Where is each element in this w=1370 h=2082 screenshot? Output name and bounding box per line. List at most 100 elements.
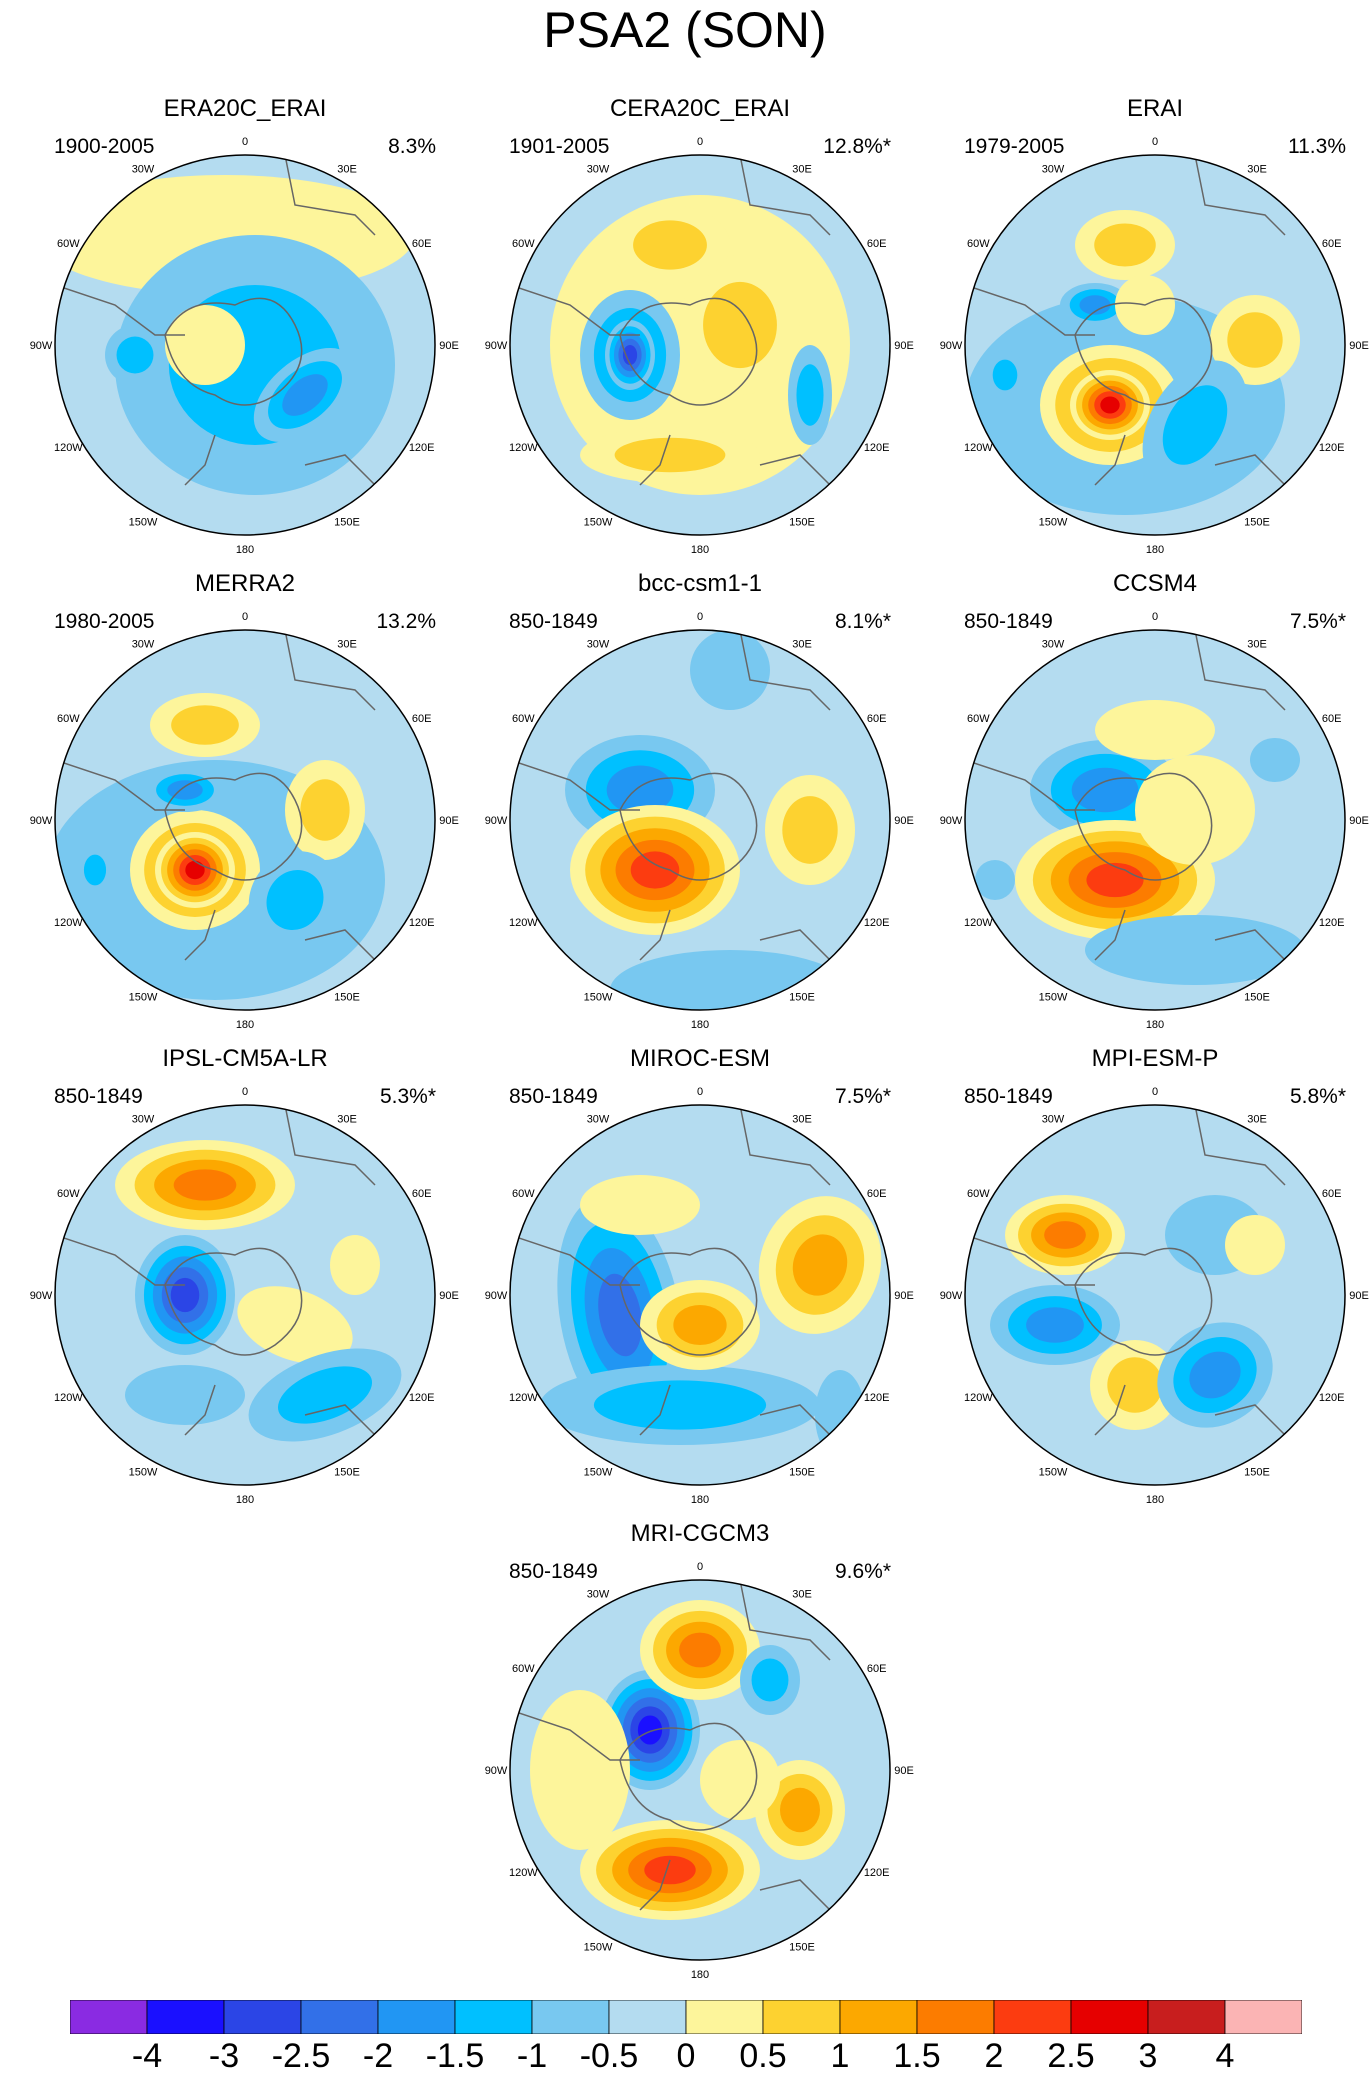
longitude-label: 30W	[132, 1113, 155, 1125]
longitude-label: 150W	[1039, 517, 1068, 529]
longitude-label: 120E	[1319, 917, 1345, 929]
longitude-label: 30W	[1042, 638, 1065, 650]
negative-contour	[610, 950, 850, 1010]
colorbar-tick-label: 3	[1138, 2037, 1158, 2075]
negative-contour	[1250, 738, 1300, 782]
longitude-label: 60W	[57, 1188, 80, 1200]
longitude-label: 60E	[867, 1188, 887, 1200]
longitude-label: 150E	[789, 1467, 815, 1479]
contour-field	[965, 1105, 1345, 1485]
longitude-label: 0	[242, 1086, 248, 1098]
coastline	[164, 772, 303, 881]
colorbar-swatch	[377, 2000, 456, 2034]
longitude-label: 60E	[1322, 238, 1342, 250]
longitude-label: 150W	[584, 1942, 613, 1954]
longitude-label: 30W	[1042, 163, 1065, 175]
longitude-label: 150E	[334, 992, 360, 1004]
longitude-label: 60E	[867, 238, 887, 250]
panel-period: 850-1849	[964, 610, 1053, 633]
longitude-label: 150E	[789, 517, 815, 529]
longitude-label: 90E	[894, 815, 914, 827]
coastline	[1094, 1384, 1126, 1436]
polar-map: 0 30E 60E 90E 120E 150E 180 150W 120W 90W 60W 30W	[485, 611, 914, 1031]
positive-contour	[780, 1787, 820, 1833]
colorbar-tick-label: 2.5	[1047, 2037, 1095, 2075]
panel-period: 1980-2005	[54, 610, 155, 633]
positive-contour	[700, 1740, 780, 1820]
panel-title: CERA20C_ERAI	[609, 95, 791, 122]
longitude-label: 150W	[129, 992, 158, 1004]
coastline	[164, 297, 303, 406]
positive-contour	[173, 1169, 237, 1201]
negative-contour	[1085, 915, 1305, 985]
polar-map: 0 30E 60E 90E 120E 150E 180 150W 120W 90W 60W 30W	[940, 611, 1369, 1031]
negative-contour	[598, 1273, 642, 1357]
positive-contour	[792, 1234, 848, 1296]
negative-contour	[1026, 1307, 1084, 1343]
longitude-label: 60W	[512, 1663, 535, 1675]
longitude-label: 90E	[1349, 340, 1369, 352]
contour-field	[55, 155, 435, 535]
longitude-label: 180	[691, 1019, 709, 1031]
negative-contour	[1189, 1351, 1241, 1399]
positive-contour	[1225, 1215, 1285, 1275]
panel-variance: 9.6%*	[834, 1560, 891, 1583]
panel-variance: 8.1%*	[834, 610, 891, 633]
longitude-label: 60W	[512, 1188, 535, 1200]
longitude-label: 150W	[129, 1467, 158, 1479]
positive-contour	[1094, 223, 1156, 267]
map-frame	[54, 1104, 436, 1486]
longitude-label: 90E	[1349, 1290, 1369, 1302]
negative-contour	[282, 374, 328, 416]
longitude-label: 60E	[867, 1663, 887, 1675]
positive-contour	[580, 1175, 700, 1235]
coastline	[284, 155, 376, 236]
polar-map: 0 30E 60E 90E 120E 150E 180 150W 120W 90W 60W 30W	[30, 611, 459, 1031]
longitude-label: 30W	[1042, 1113, 1065, 1125]
map-panel: MPI-ESM-P 850-1849 5.8%* 0 30E 60E 90E 120E 150E…	[940, 1045, 1370, 1515]
colorbar-tick-label: -3	[208, 2037, 240, 2075]
coastline	[1074, 772, 1213, 881]
map-frame	[509, 1579, 891, 1961]
colorbar-tick-label: 2	[984, 2037, 1004, 2075]
longitude-label: 60E	[412, 713, 432, 725]
longitude-label: 120E	[864, 1867, 890, 1879]
panel-variance: 5.8%*	[1289, 1085, 1346, 1108]
coastline	[1194, 155, 1286, 236]
longitude-label: 60W	[967, 713, 990, 725]
coastline	[184, 1384, 216, 1436]
map-panel: IPSL-CM5A-LR 850-1849 5.3%* 0 30E 60E 90E 120E 1…	[30, 1045, 460, 1515]
longitude-label: 120W	[964, 1392, 993, 1404]
longitude-label: 90E	[894, 1765, 914, 1777]
longitude-label: 0	[697, 136, 703, 148]
panel-title: CCSM4	[1112, 570, 1197, 597]
negative-contour	[622, 345, 638, 365]
negative-contour	[815, 1370, 865, 1460]
longitude-label: 0	[242, 611, 248, 623]
longitude-label: 150E	[1244, 1467, 1270, 1479]
longitude-label: 180	[236, 1494, 254, 1506]
panel-title: bcc-csm1-1	[637, 570, 763, 597]
longitude-label: 180	[1146, 1494, 1164, 1506]
positive-contour	[1100, 396, 1120, 414]
map-frame	[509, 1104, 891, 1486]
colorbar-tick-label: -1	[516, 2037, 548, 2075]
polar-map: 0 30E 60E 90E 120E 150E 180 150W 120W 90W 60W 30W	[940, 1086, 1369, 1506]
longitude-label: 60W	[512, 238, 535, 250]
negative-contour	[637, 1715, 663, 1745]
contour-field	[510, 1105, 890, 1485]
longitude-label: 150E	[334, 517, 360, 529]
positive-contour	[171, 705, 239, 745]
longitude-label: 120E	[864, 442, 890, 454]
coastline	[1194, 630, 1286, 711]
colorbar-tick-label: 1	[830, 2037, 850, 2075]
panel-period: 1900-2005	[54, 135, 155, 158]
longitude-label: 180	[691, 544, 709, 556]
colorbar-tick-label: -0.5	[579, 2037, 639, 2075]
panel-variance: 13.2%	[376, 610, 436, 633]
coastline	[619, 297, 758, 406]
positive-contour	[1107, 1357, 1163, 1413]
longitude-label: 60W	[967, 238, 990, 250]
longitude-label: 30W	[587, 163, 610, 175]
longitude-label: 150E	[1244, 992, 1270, 1004]
